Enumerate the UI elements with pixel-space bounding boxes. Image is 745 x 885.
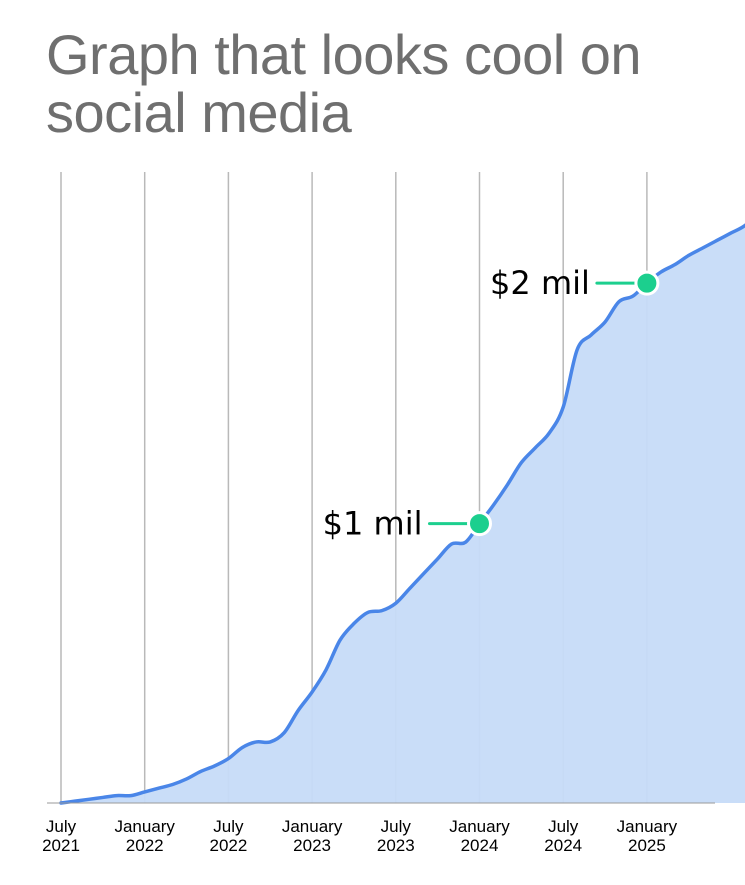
x-tick-label: 2022: [209, 836, 247, 855]
annotation-label: $1 mil: [323, 505, 423, 543]
annotation-label: $2 mil: [490, 264, 590, 302]
x-tick-label: 2022: [126, 836, 164, 855]
x-tick-label: 2025: [628, 836, 666, 855]
x-tick-label: July: [46, 817, 77, 836]
annotation-marker: [467, 511, 492, 537]
x-tick-label: July: [213, 817, 244, 836]
x-tick-label: 2024: [461, 836, 499, 855]
x-tick-label: January: [449, 817, 510, 836]
series-line: [59, 223, 745, 805]
x-tick-label: January: [114, 817, 175, 836]
x-tick-label: 2024: [544, 836, 582, 855]
annotations: $1 mil $2 mil: [323, 264, 660, 543]
x-tick-label: July: [381, 817, 412, 836]
chart-title: Graph that looks cool on social media: [46, 23, 642, 144]
x-tick-label: 2021: [42, 836, 80, 855]
x-tick-label: January: [617, 817, 678, 836]
x-tick-label: 2023: [377, 836, 415, 855]
x-tick-label: July: [548, 817, 579, 836]
area-fill: [61, 225, 745, 803]
x-tick-label: 2023: [293, 836, 331, 855]
x-axis-ticks: July2021January2022July2022January2023Ju…: [42, 817, 678, 855]
annotation-marker: [634, 270, 660, 296]
x-tick-label: January: [282, 817, 343, 836]
